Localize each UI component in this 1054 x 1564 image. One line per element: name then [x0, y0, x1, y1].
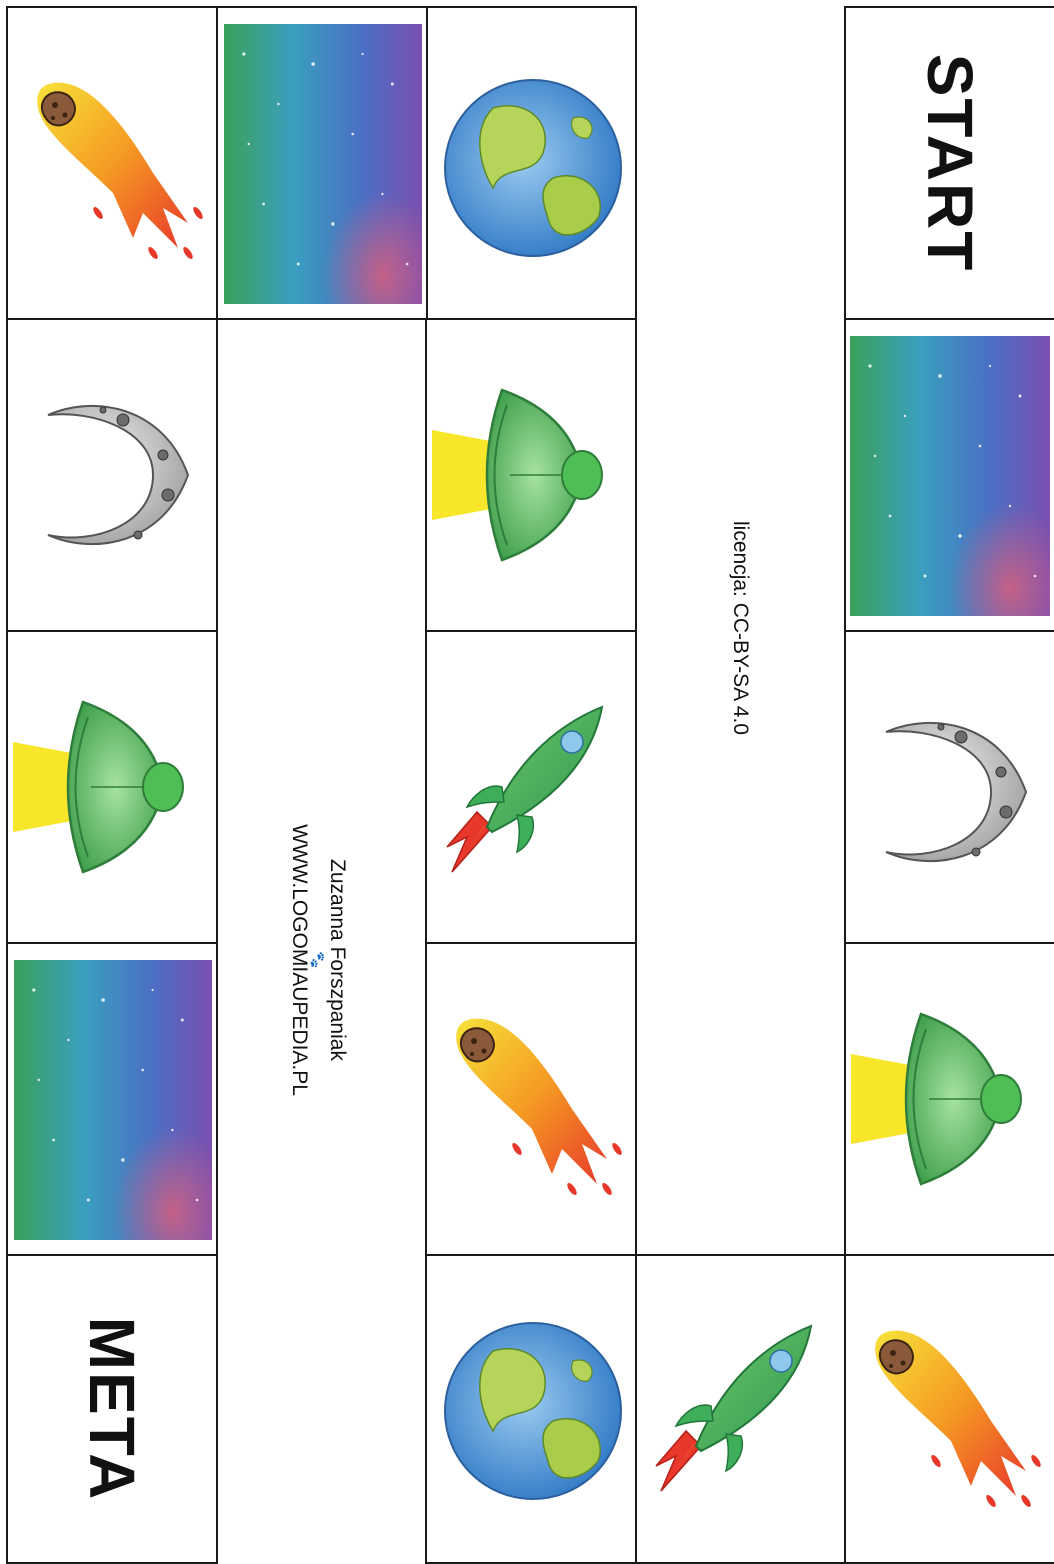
nebula-image — [850, 336, 1050, 616]
rocket-tile — [425, 630, 637, 944]
comet-tile — [6, 6, 218, 320]
nebula-image — [14, 960, 212, 1240]
ufo-icon — [432, 388, 604, 562]
website-text: WWW.LOGOMIAUPEDIA.PL — [288, 824, 311, 1096]
earth-icon — [444, 79, 622, 257]
finish-tile: META — [6, 1254, 218, 1564]
moon-icon — [885, 721, 1027, 863]
start-label: START — [914, 53, 986, 273]
author-name: Zuzanna Forszpaniak — [326, 859, 349, 1061]
ufo-icon — [13, 700, 185, 874]
earth-tile — [425, 1254, 637, 1564]
rocket-icon — [655, 1325, 812, 1492]
rocket-icon — [446, 706, 603, 873]
comet-tile — [425, 942, 637, 1256]
earth-icon — [444, 1322, 622, 1500]
ufo-tile — [425, 318, 637, 632]
earth-tile — [425, 6, 637, 320]
nebula-image — [224, 24, 422, 304]
license-text: licencja: CC-BY-SA 4.0 — [729, 521, 752, 735]
ufo-tile — [6, 630, 218, 944]
comet-icon — [874, 1329, 1044, 1510]
nebula-tile — [6, 942, 218, 1256]
comet-icon — [455, 1017, 625, 1198]
rocket-tile — [634, 1254, 846, 1564]
moon-tile — [844, 630, 1054, 944]
nebula-tile — [844, 318, 1054, 632]
ufo-icon — [851, 1012, 1023, 1186]
moon-icon — [47, 404, 189, 546]
moon-tile — [6, 318, 218, 632]
finish-label: META — [76, 1316, 148, 1502]
comet-icon — [36, 81, 206, 262]
comet-tile — [844, 1254, 1054, 1564]
ufo-tile — [844, 942, 1054, 1256]
start-tile: START — [844, 6, 1054, 320]
paw-icon: 🐾 — [310, 951, 326, 969]
nebula-tile — [216, 6, 428, 320]
author-credit: Zuzanna Forszpaniak 🐾 WWW.LOGOMIAUPEDIA.… — [285, 824, 351, 1096]
